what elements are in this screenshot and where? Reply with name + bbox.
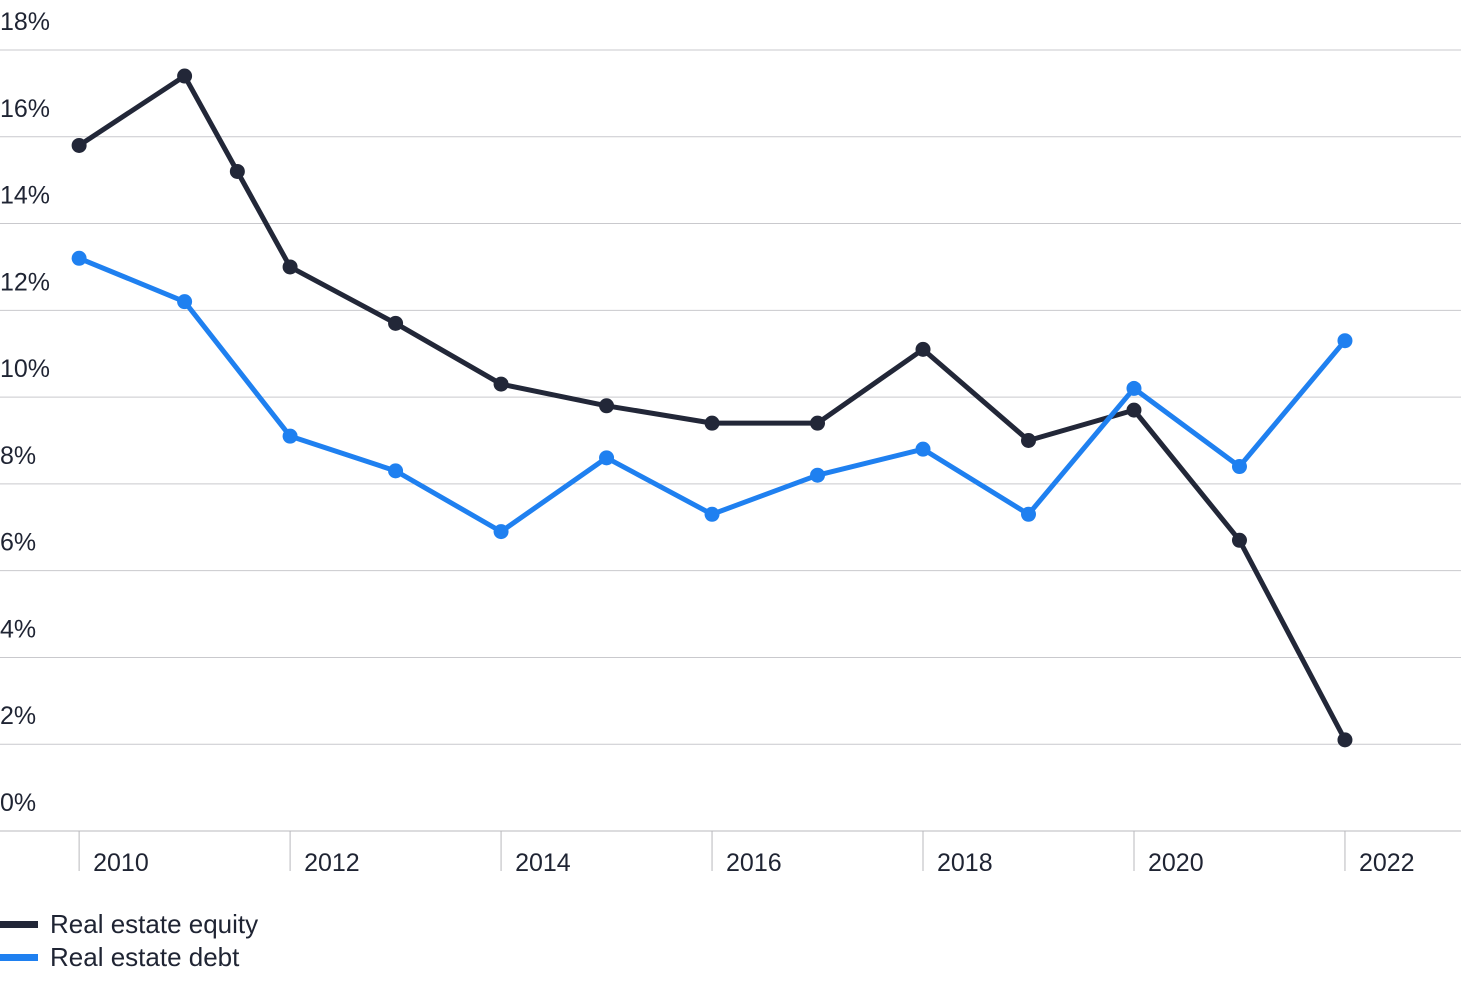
legend-swatch-debt	[0, 954, 38, 961]
legend-item-equity: Real estate equity	[0, 908, 258, 941]
point-real-estate-equity-2	[229, 163, 245, 179]
y-tick-label-6: 6%	[0, 529, 36, 557]
point-real-estate-equity-13	[1337, 732, 1353, 748]
series-points	[71, 68, 1353, 748]
legend-item-debt: Real estate debt	[0, 941, 258, 974]
point-real-estate-debt-5	[493, 524, 509, 540]
point-real-estate-equity-10	[1021, 433, 1037, 448]
y-tick-label-8: 8%	[0, 442, 36, 470]
point-real-estate-equity-7	[704, 415, 720, 431]
x-tick-label-2022: 2022	[1359, 849, 1415, 877]
x-tick-label-2016: 2016	[726, 849, 782, 877]
series-lines	[76, 73, 1348, 743]
legend-swatch-equity	[0, 921, 38, 928]
point-real-estate-equity-8	[810, 415, 826, 431]
y-tick-label-18: 18%	[0, 8, 50, 36]
y-tick-label-14: 14%	[0, 182, 50, 210]
y-tick-labels: 0% 2% 4% 6% 8% 10% 12% 14% 16% 18%	[0, 8, 50, 817]
y-tick-label-0: 0%	[0, 789, 36, 817]
point-real-estate-equity-11	[1126, 402, 1142, 418]
y-tick-label-4: 4%	[0, 615, 36, 643]
point-real-estate-debt-12	[1231, 459, 1247, 475]
point-real-estate-equity-0	[71, 137, 87, 153]
x-tick-label-2012: 2012	[304, 849, 360, 877]
x-tick-label-2010: 2010	[93, 849, 149, 877]
series-line-real-estate-equity	[76, 73, 1348, 743]
x-tick-marks	[78, 831, 1346, 871]
x-tick-label-2020: 2020	[1148, 849, 1204, 877]
point-real-estate-equity-5	[493, 376, 509, 392]
point-real-estate-debt-0	[71, 250, 87, 266]
y-tick-label-12: 12%	[0, 268, 50, 296]
point-real-estate-debt-8	[810, 467, 826, 483]
point-real-estate-equity-4	[388, 315, 404, 331]
point-real-estate-debt-6	[599, 450, 615, 466]
point-real-estate-debt-3	[282, 428, 298, 444]
legend-label-debt: Real estate debt	[50, 942, 240, 972]
point-real-estate-debt-13	[1337, 333, 1353, 349]
x-tick-label-2014: 2014	[515, 849, 571, 877]
point-real-estate-debt-4	[388, 463, 404, 479]
point-real-estate-debt-7	[704, 506, 720, 522]
y-tick-label-16: 16%	[0, 95, 50, 123]
y-gridlines	[0, 49, 1461, 832]
line-chart: 0%2%4%6%8%10%12%14%16%18% 2010 2012 2014 20…	[0, 8, 1461, 877]
x-tick-label-2018: 2018	[937, 849, 993, 877]
y-tick-label-10: 10%	[0, 355, 50, 383]
point-real-estate-equity-6	[599, 398, 615, 414]
point-real-estate-debt-11	[1126, 380, 1142, 396]
point-real-estate-debt-1	[177, 294, 193, 310]
point-real-estate-equity-9	[915, 341, 931, 357]
point-real-estate-debt-9	[915, 441, 931, 457]
point-real-estate-equity-1	[177, 68, 193, 84]
y-tick-label-2: 2%	[0, 702, 36, 730]
point-real-estate-debt-10	[1021, 506, 1037, 522]
point-real-estate-equity-3	[282, 259, 298, 275]
legend: Real estate equity Real estate debt	[0, 908, 258, 974]
point-real-estate-equity-12	[1231, 532, 1247, 548]
x-tick-labels: 2010 2012 2014 2016 2018 2020 2022	[93, 849, 1414, 877]
legend-label-equity: Real estate equity	[50, 909, 259, 939]
series-line-real-estate-debt	[76, 255, 1348, 535]
